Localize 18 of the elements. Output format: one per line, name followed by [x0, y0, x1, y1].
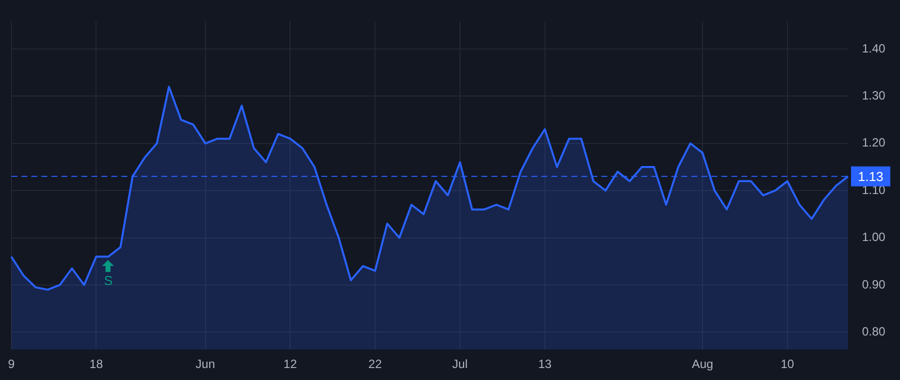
y-tick-label: 1.30	[862, 88, 886, 103]
annotation: S	[104, 273, 114, 288]
x-tick-label: Aug	[692, 357, 714, 372]
y-tick-label: 0.90	[862, 277, 886, 292]
y-tick-label: 1.40	[862, 41, 886, 56]
x-tick-label: 22	[368, 357, 382, 372]
x-tick-label: 13	[538, 357, 552, 372]
x-tick-label: 10	[780, 357, 794, 372]
y-tick-label: 1.10	[862, 182, 886, 197]
x-tick-label: Jun	[196, 357, 216, 372]
y-tick-label: 1.00	[862, 230, 886, 244]
x-tick-label: 12	[284, 357, 298, 372]
y-tick-label: 1.20	[862, 136, 886, 150]
y-tick-label: 0.80	[862, 324, 886, 338]
ref-line-label: 1.13	[858, 169, 884, 184]
x-tick-label: 9	[8, 357, 15, 372]
x-tick-label: 18	[90, 357, 104, 372]
x-tick-label: Jul	[452, 357, 468, 372]
